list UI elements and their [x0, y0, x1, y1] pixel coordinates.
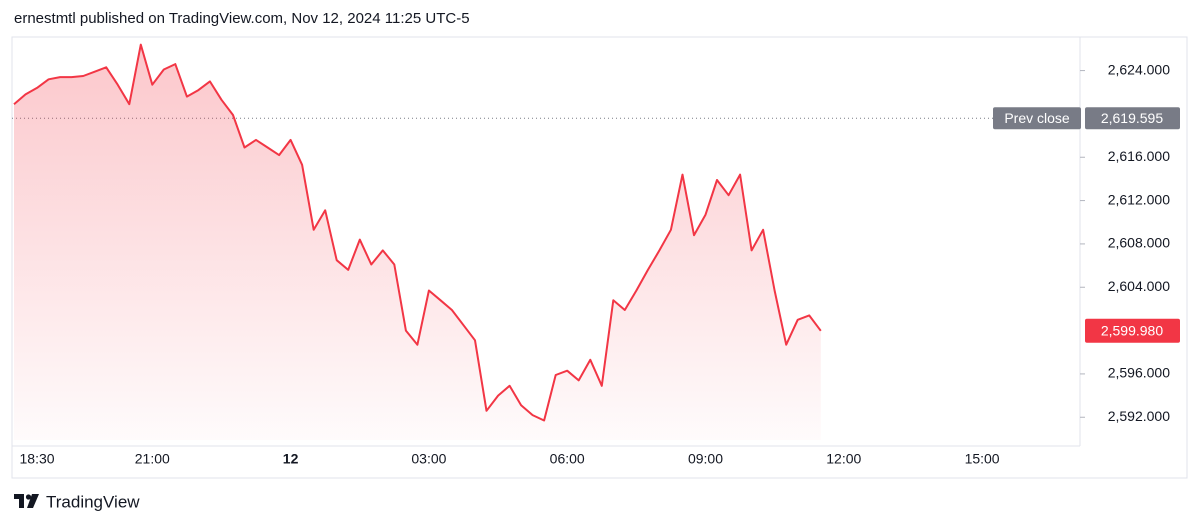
x-tick-label: 15:00 — [965, 451, 1000, 467]
header: ernestmtl published on TradingView.com, … — [14, 10, 470, 27]
last-price-box — [1085, 318, 1180, 343]
x-tick-label: 03:00 — [411, 451, 446, 467]
x-tick-label: 12:00 — [826, 451, 861, 467]
x-tick-label: 09:00 — [688, 451, 723, 467]
x-tick-label: 18:30 — [20, 451, 55, 467]
prev-close-name: Prev close — [1004, 110, 1070, 126]
y-tick-label: 2,604.000 — [1108, 278, 1170, 294]
y-tick-label: 2,612.000 — [1108, 191, 1170, 207]
area-fill — [14, 44, 821, 440]
x-tick-label: 06:00 — [550, 451, 585, 467]
x-tick-label: 12 — [283, 451, 299, 467]
y-tick-label: 2,592.000 — [1108, 408, 1170, 424]
y-tick-label: 2,616.000 — [1108, 148, 1170, 164]
prev-close-label: 2,619.595 — [1101, 110, 1163, 126]
chart-frame — [11, 36, 1188, 479]
x-tick-label: 21:00 — [135, 451, 170, 467]
footer-brand: TradingView — [46, 492, 140, 511]
price-line — [13, 43, 822, 422]
last-price-label: 2,599.980 — [1101, 323, 1163, 339]
prev-close-name-box — [993, 107, 1081, 130]
y-tick-label: 2,608.000 — [1108, 235, 1170, 251]
prev-close-label-box — [1085, 107, 1180, 130]
logo — [14, 494, 39, 508]
y-tick-label: 2,596.000 — [1108, 365, 1170, 381]
y-tick-label: 2,624.000 — [1108, 61, 1170, 77]
